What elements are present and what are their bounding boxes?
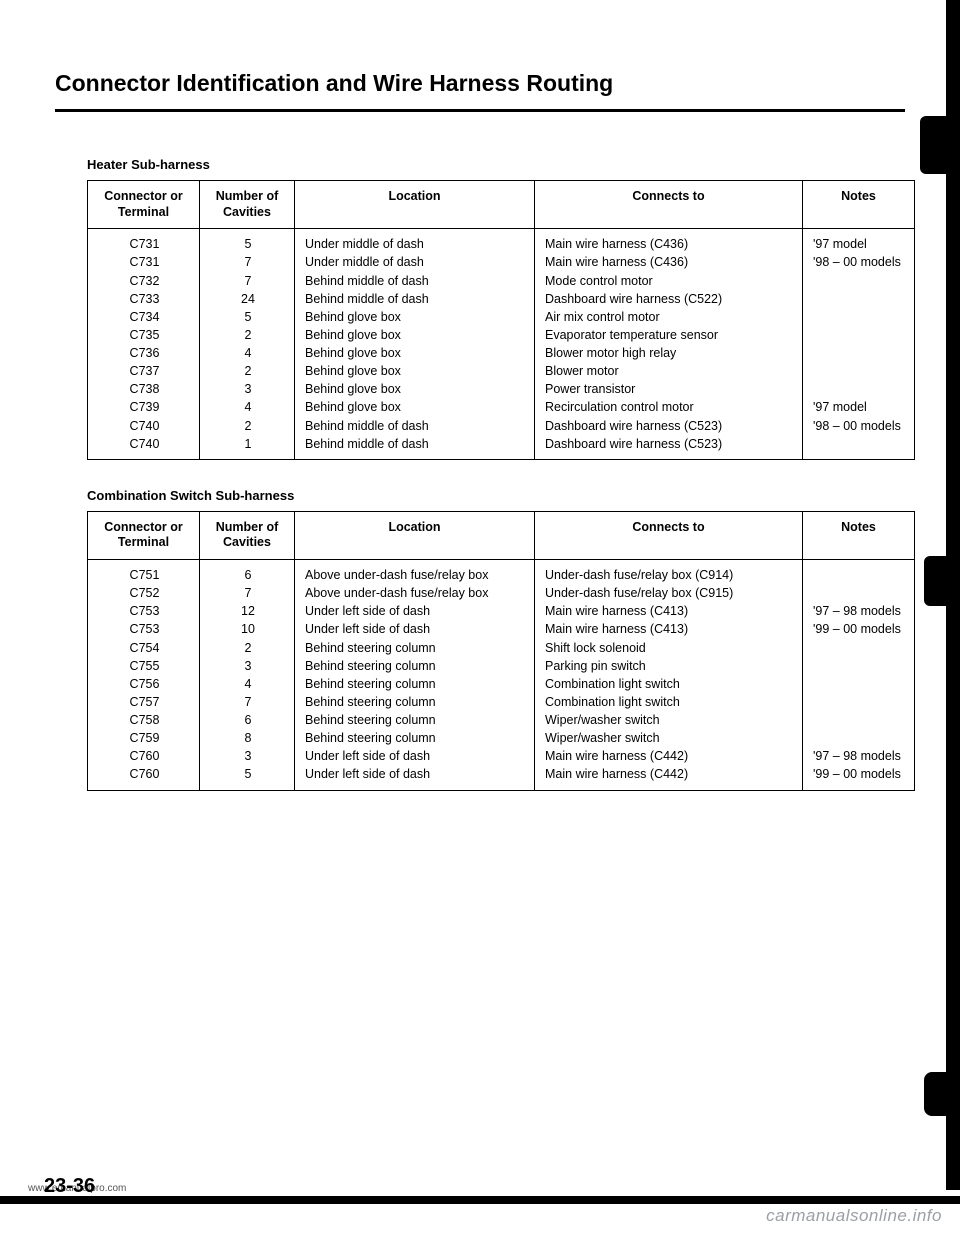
page-title: Connector Identification and Wire Harnes… — [55, 70, 905, 97]
cell-loc: Above under-dash fuse/relay boxAbove und… — [295, 560, 535, 791]
cell-loc: Under middle of dashUnder middle of dash… — [295, 229, 535, 460]
column-header: Location — [295, 181, 535, 229]
section-label: Heater Sub-harness — [87, 157, 905, 172]
column-header: Connector orTerminal — [88, 511, 200, 559]
cell-to: Under-dash fuse/relay box (C914)Under-da… — [535, 560, 803, 791]
cell-conn: C731C731C732C733C734C735C736C737C738C739… — [88, 229, 200, 460]
column-header: Notes — [803, 181, 915, 229]
column-header: Connects to — [535, 181, 803, 229]
connector-table: Connector orTerminalNumber ofCavitiesLoc… — [87, 180, 915, 460]
page-number: 23-36 — [44, 1175, 95, 1198]
cell-to: Main wire harness (C436)Main wire harnes… — [535, 229, 803, 460]
title-rule — [55, 109, 905, 112]
column-header: Number ofCavities — [200, 511, 295, 559]
table-row: C731C731C732C733C734C735C736C737C738C739… — [88, 229, 915, 460]
cell-cav: 5772452423421 — [200, 229, 295, 460]
column-header: Connector orTerminal — [88, 181, 200, 229]
cell-note: '97 model'98 – 00 models '97 model'98 – … — [803, 229, 915, 460]
cell-conn: C751C752C753C753C754C755C756C757C758C759… — [88, 560, 200, 791]
binder-tab-icon — [920, 116, 960, 174]
page-bottom-rule — [0, 1196, 960, 1204]
section-label: Combination Switch Sub-harness — [87, 488, 905, 503]
cell-cav: 67121023476835 — [200, 560, 295, 791]
column-header: Number ofCavities — [200, 181, 295, 229]
cell-note: '97 – 98 models'99 – 00 models '97 – 98 … — [803, 560, 915, 791]
table-row: C751C752C753C753C754C755C756C757C758C759… — [88, 560, 915, 791]
watermark: carmanualsonline.info — [766, 1206, 942, 1226]
column-header: Location — [295, 511, 535, 559]
column-header: Connects to — [535, 511, 803, 559]
binder-tab-icon — [924, 1072, 960, 1116]
binder-tab-icon — [924, 556, 960, 606]
column-header: Notes — [803, 511, 915, 559]
connector-table: Connector orTerminalNumber ofCavitiesLoc… — [87, 511, 915, 791]
